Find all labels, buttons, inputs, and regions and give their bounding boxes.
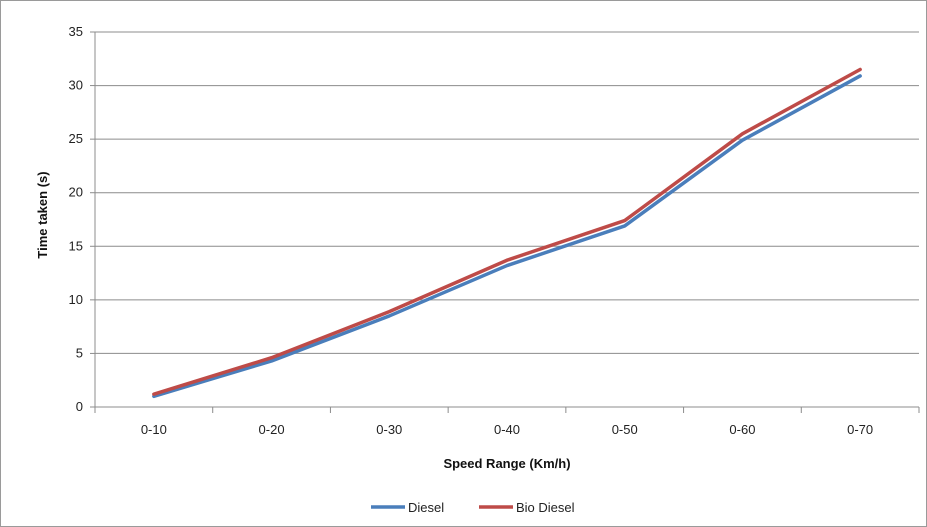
y-tick-label: 20 <box>69 185 83 200</box>
y-axis-title: Time taken (s) <box>35 171 50 258</box>
y-tick-label: 25 <box>69 131 83 146</box>
legend-item: Bio Diesel <box>479 500 575 515</box>
series-lines <box>152 67 862 399</box>
legend-item: Diesel <box>371 500 444 515</box>
x-tick-label: 0-30 <box>376 422 402 437</box>
y-tick-label: 35 <box>69 24 83 39</box>
series-line-bio-diesel <box>152 67 862 396</box>
x-tick-labels: 0-10 0-20 0-30 0-40 0-50 0-60 0-70 <box>141 422 873 437</box>
axes <box>90 31 920 413</box>
y-tick-label: 10 <box>69 292 83 307</box>
x-tick-label: 0-60 <box>729 422 755 437</box>
x-axis-title: Speed Range (Km/h) <box>443 456 570 471</box>
x-tick-label: 0-10 <box>141 422 167 437</box>
x-tick-label: 0-50 <box>612 422 638 437</box>
legend: Diesel Bio Diesel <box>371 500 575 515</box>
y-tick-label: 5 <box>76 345 83 360</box>
y-tick-label: 15 <box>69 238 83 253</box>
y-tick-label: 30 <box>69 78 83 93</box>
y-tick-labels: 0 5 10 15 20 25 30 35 <box>69 24 83 414</box>
x-tick-label: 0-40 <box>494 422 520 437</box>
legend-label: Diesel <box>408 500 444 515</box>
series-line-diesel <box>152 74 862 399</box>
x-tick-label: 0-20 <box>259 422 285 437</box>
gridlines <box>95 31 919 354</box>
legend-label: Bio Diesel <box>516 500 575 515</box>
y-tick-label: 0 <box>76 399 83 414</box>
x-tick-label: 0-70 <box>847 422 873 437</box>
